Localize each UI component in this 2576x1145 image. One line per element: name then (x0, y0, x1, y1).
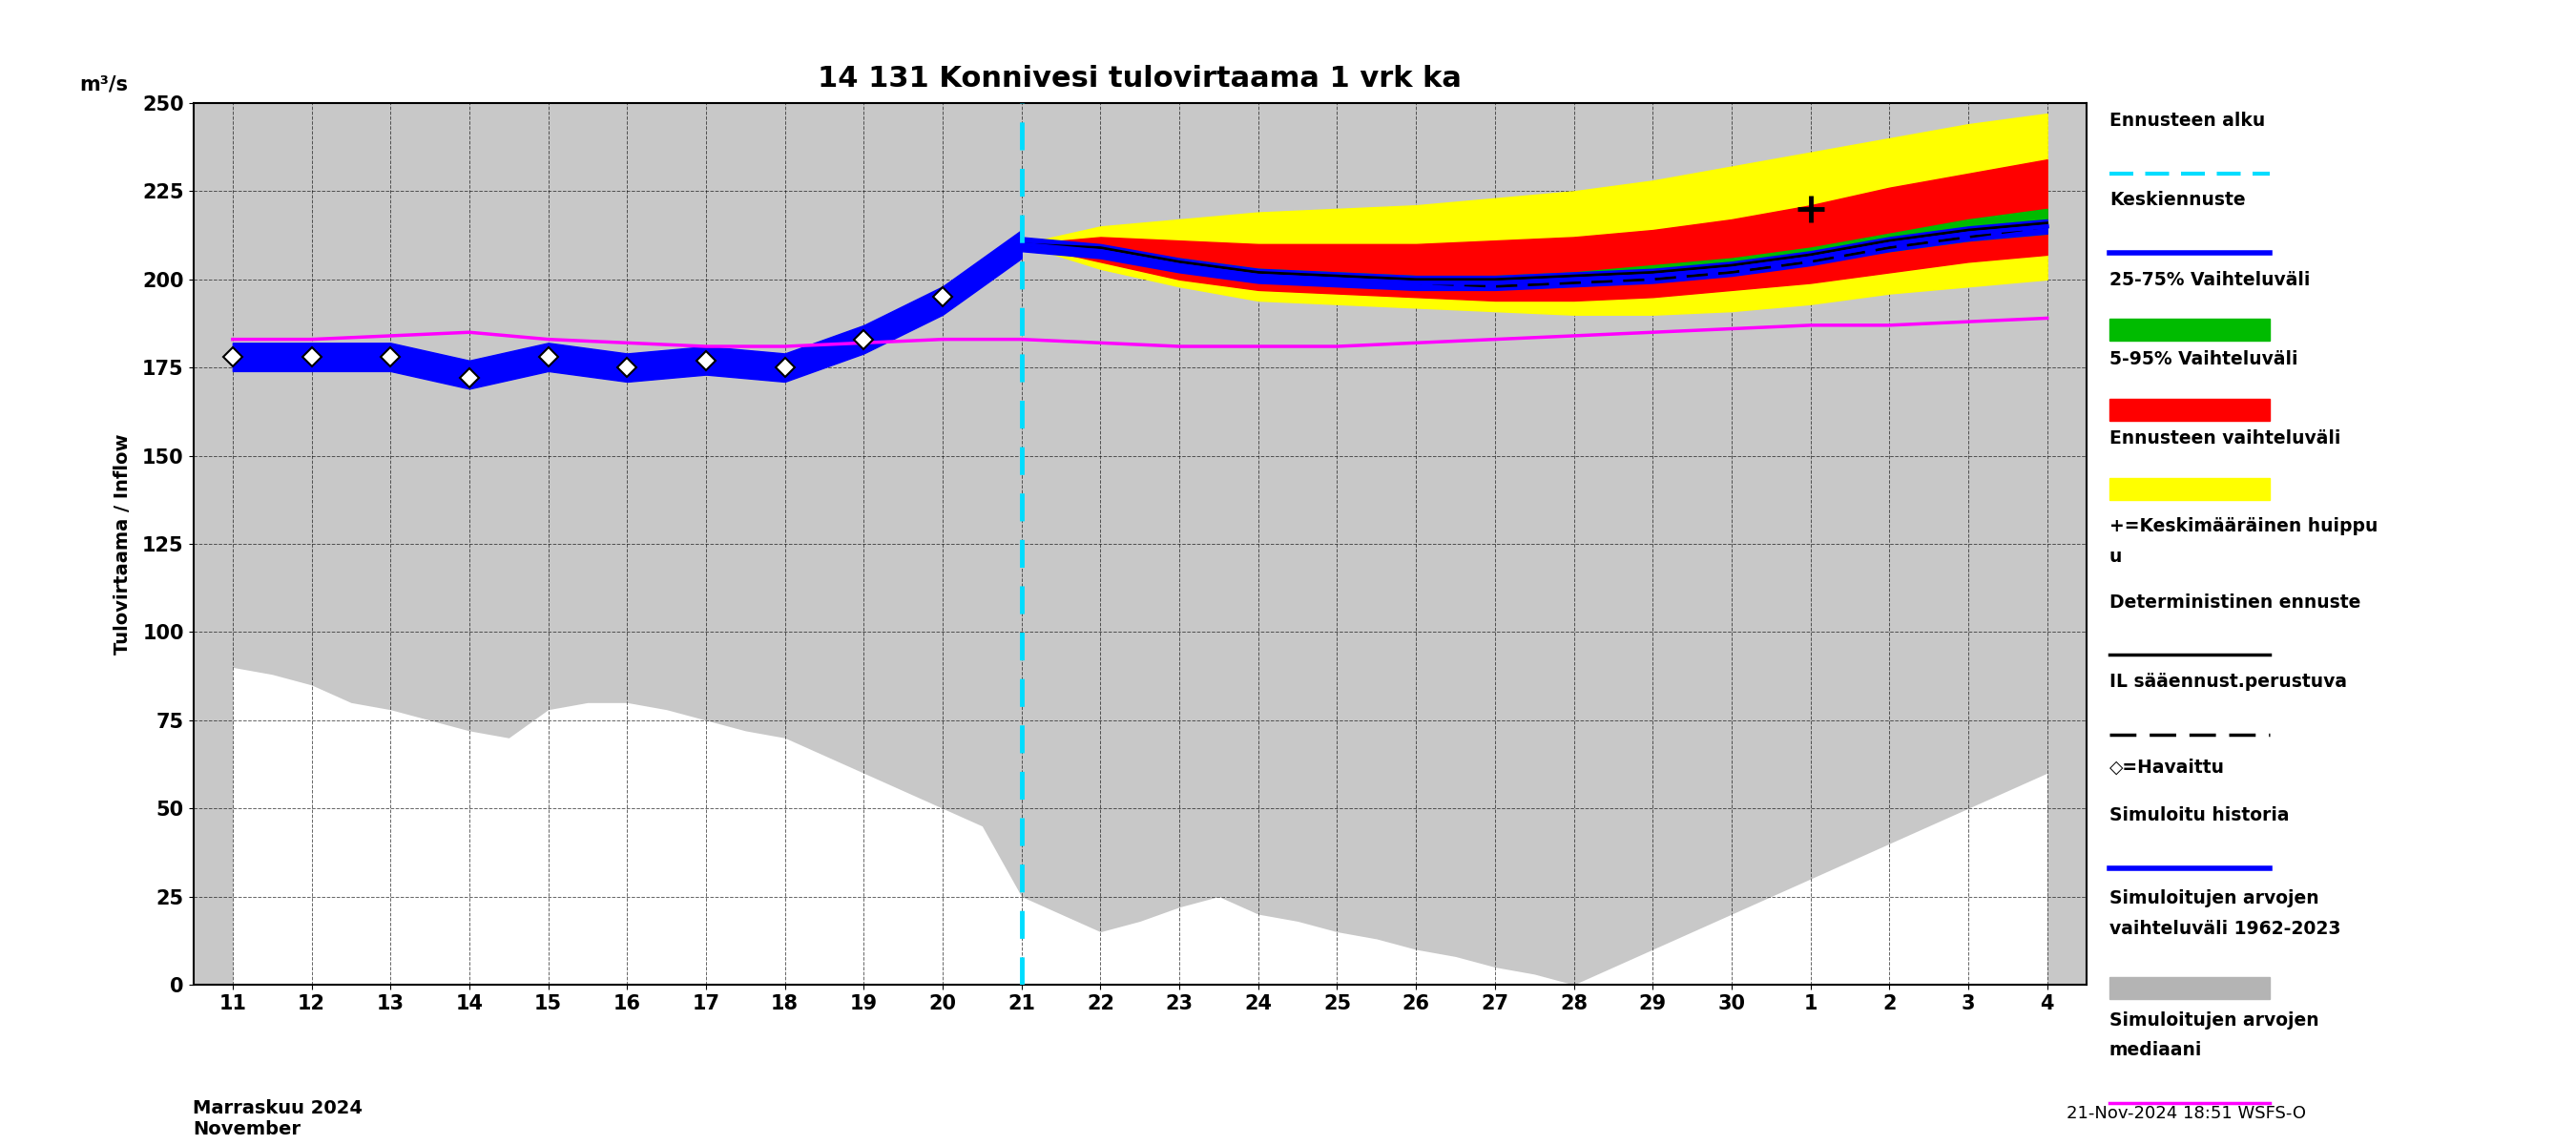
Text: u: u (2110, 547, 2123, 566)
Bar (2110, 398, 2269, 420)
Text: Simuloitujen arvojen: Simuloitujen arvojen (2110, 890, 2318, 908)
Text: Ennusteen alku: Ennusteen alku (2110, 112, 2264, 131)
Text: Marraskuu 2024
November: Marraskuu 2024 November (193, 1099, 363, 1138)
Title: 14 131 Konnivesi tulovirtaama 1 vrk ka: 14 131 Konnivesi tulovirtaama 1 vrk ka (819, 65, 1461, 93)
Text: +=Keskimääräinen huippu: +=Keskimääräinen huippu (2110, 518, 2378, 536)
Bar (2110, 477, 2269, 500)
Text: 25-75% Vaihteluväli: 25-75% Vaihteluväli (2110, 270, 2311, 289)
Text: Ennusteen vaihteluväli: Ennusteen vaihteluväli (2110, 429, 2342, 448)
Text: 21-Nov-2024 18:51 WSFS-O: 21-Nov-2024 18:51 WSFS-O (2066, 1105, 2306, 1122)
Text: mediaani: mediaani (2110, 1041, 2202, 1059)
Bar (2110, 977, 2269, 998)
Y-axis label: Tulovirtaama / Inflow: Tulovirtaama / Inflow (113, 434, 131, 654)
Text: vaihteluväli 1962-2023: vaihteluväli 1962-2023 (2110, 919, 2342, 938)
Text: IL sääennust.perustuva: IL sääennust.perustuva (2110, 672, 2347, 690)
Text: Simuloitujen arvojen: Simuloitujen arvojen (2110, 1011, 2318, 1029)
Bar (2110, 319, 2269, 341)
Text: 5-95% Vaihteluväli: 5-95% Vaihteluväli (2110, 350, 2298, 368)
Text: Simuloitu historia: Simuloitu historia (2110, 806, 2290, 824)
Text: Keskiennuste: Keskiennuste (2110, 191, 2246, 210)
Text: m³/s: m³/s (80, 76, 129, 94)
Text: ◇=Havaittu: ◇=Havaittu (2110, 758, 2226, 776)
Text: Deterministinen ennuste: Deterministinen ennuste (2110, 593, 2360, 611)
